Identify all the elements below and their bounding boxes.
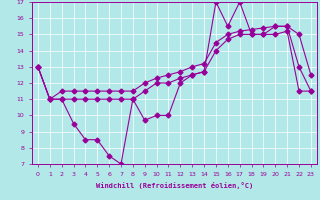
X-axis label: Windchill (Refroidissement éolien,°C): Windchill (Refroidissement éolien,°C)	[96, 182, 253, 189]
